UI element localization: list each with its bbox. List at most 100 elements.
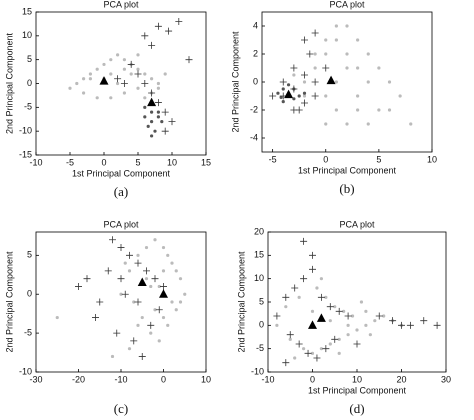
plus-marker xyxy=(147,321,155,329)
y-tick-label: 5 xyxy=(27,54,32,64)
plus-marker xyxy=(295,340,303,348)
point xyxy=(328,319,332,323)
plot-frame xyxy=(267,231,447,373)
plus-marker xyxy=(154,22,162,30)
point xyxy=(174,308,178,312)
plus-marker xyxy=(301,36,308,44)
triangle-marker xyxy=(147,97,157,107)
plus-marker xyxy=(322,64,330,72)
point xyxy=(281,100,285,104)
point xyxy=(136,253,140,257)
point xyxy=(149,284,153,289)
plus-marker xyxy=(317,293,325,301)
y-tick-label: 2 xyxy=(253,48,258,58)
triangle-marker xyxy=(137,277,147,287)
plus-marker xyxy=(175,18,183,26)
y-tick-label: -2 xyxy=(250,104,258,114)
point xyxy=(324,52,328,56)
point xyxy=(342,309,346,313)
point xyxy=(160,120,164,124)
y-tick-label: -5 xyxy=(24,102,32,112)
y-tick-label: 4 xyxy=(253,20,258,30)
plus-marker xyxy=(134,259,142,267)
point xyxy=(328,342,332,346)
point xyxy=(156,81,160,86)
point xyxy=(334,24,338,28)
plus-marker xyxy=(282,293,290,301)
plus-marker xyxy=(322,345,330,353)
point xyxy=(127,269,132,273)
point xyxy=(156,86,160,90)
point xyxy=(364,309,368,313)
plus-marker xyxy=(75,282,82,290)
point xyxy=(366,80,370,84)
point xyxy=(345,24,349,28)
point xyxy=(136,53,140,57)
point xyxy=(297,295,301,299)
plus-marker xyxy=(311,78,319,86)
plus-marker xyxy=(117,275,125,283)
plus-marker xyxy=(301,71,308,79)
y-tick-label: 20 xyxy=(254,226,264,236)
plus-marker xyxy=(309,251,316,259)
subplot: -30 -20 -10 0 10 -10 -5 0 5 PCA plot 2nd Principal… xyxy=(4,219,211,416)
x-tick-label: -10 xyxy=(114,374,127,384)
plus-marker xyxy=(290,64,298,72)
y-tick-label: -10 xyxy=(251,366,264,376)
plus-marker xyxy=(134,298,142,306)
point xyxy=(136,67,140,71)
point xyxy=(88,77,92,81)
point xyxy=(156,115,160,119)
plus-marker xyxy=(130,337,138,345)
plus-marker xyxy=(309,265,316,273)
plus-marker xyxy=(168,118,176,126)
point xyxy=(292,97,296,101)
x-tick-label: 10 xyxy=(352,374,362,384)
point xyxy=(95,96,99,100)
plus-marker xyxy=(134,70,142,78)
point xyxy=(356,94,360,98)
point xyxy=(356,66,360,70)
plus-marker xyxy=(92,314,99,322)
point xyxy=(129,72,133,76)
point xyxy=(163,72,167,76)
y-tick-label: 10 xyxy=(254,273,264,283)
x-tick-label: 0 xyxy=(161,374,166,384)
point xyxy=(334,80,338,84)
x-tick-label: -10 xyxy=(261,374,274,384)
point xyxy=(359,300,364,304)
y-tick-label: 0 xyxy=(253,76,258,86)
point xyxy=(324,94,328,98)
triangle-marker xyxy=(308,320,317,329)
plus-marker xyxy=(151,275,159,283)
x-tick-label: -5 xyxy=(269,154,277,164)
point xyxy=(161,269,166,273)
plus-marker xyxy=(291,284,299,292)
point xyxy=(302,80,307,84)
point xyxy=(310,351,315,355)
point xyxy=(377,66,381,70)
point xyxy=(319,277,323,281)
point xyxy=(132,300,136,304)
x-tick-label: 15 xyxy=(201,157,211,167)
plus-marker xyxy=(96,298,104,306)
x-tick-label: -5 xyxy=(66,157,74,167)
point xyxy=(409,122,413,126)
y-tick-label: 15 xyxy=(22,6,32,16)
point xyxy=(150,110,154,114)
y-tick-label: 0 xyxy=(27,78,32,88)
plus-marker xyxy=(161,108,169,116)
plus-marker xyxy=(353,340,361,348)
plus-marker xyxy=(104,267,112,275)
x-tick-label: 10 xyxy=(167,157,177,167)
y-tick-label: -5 xyxy=(256,343,264,353)
plus-marker xyxy=(185,56,193,64)
point xyxy=(55,315,59,320)
point xyxy=(373,319,377,323)
triangle-marker xyxy=(159,289,168,298)
x-axis-label: 1st Principal Component xyxy=(308,385,407,395)
plus-marker xyxy=(311,29,319,37)
point xyxy=(122,67,126,71)
point xyxy=(166,323,170,327)
point xyxy=(302,91,307,95)
